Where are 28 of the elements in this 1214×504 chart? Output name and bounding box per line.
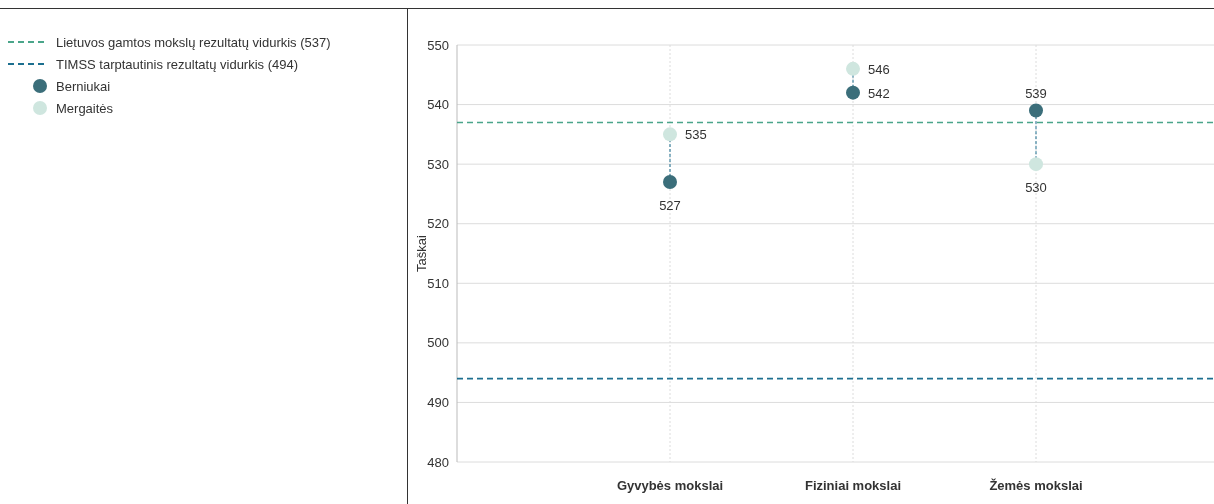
point <box>846 61 860 76</box>
point <box>846 85 860 100</box>
legend-label: Lietuvos gamtos mokslų rezultatų vidurkis (537) <box>56 34 331 50</box>
x-tick-label: Fiziniai mokslai <box>804 478 902 493</box>
x-tick-label: Gyvybės mokslai <box>616 478 724 493</box>
legend-label: Berniukai <box>56 78 111 94</box>
y-tick-label: 500 <box>427 335 449 351</box>
x-tick-label: Žemės mokslai <box>989 478 1083 493</box>
data-label: 535 <box>685 127 707 143</box>
y-tick-label: 520 <box>427 216 449 232</box>
y-tick-label: 540 <box>427 97 449 113</box>
y-axis-title: Taškai <box>414 234 429 272</box>
data-label: 546 <box>868 61 890 77</box>
data-label: 530 <box>1025 180 1047 196</box>
y-tick-label: 530 <box>427 156 449 172</box>
data-label: 542 <box>868 85 890 101</box>
data-label: 539 <box>1025 85 1047 101</box>
point <box>663 127 677 142</box>
y-tick-label: 490 <box>427 394 449 410</box>
point <box>663 175 677 189</box>
legend-label: Mergaitės <box>56 100 114 116</box>
y-tick-label: 480 <box>427 454 449 470</box>
y-tick-label: 510 <box>427 275 449 291</box>
point <box>1029 157 1043 172</box>
point <box>1029 103 1043 118</box>
legend-label: TIMSS tarptautinis rezultatų vidurkis (494) <box>56 56 299 72</box>
y-tick-label: 550 <box>427 37 449 53</box>
data-label: 527 <box>659 198 681 214</box>
